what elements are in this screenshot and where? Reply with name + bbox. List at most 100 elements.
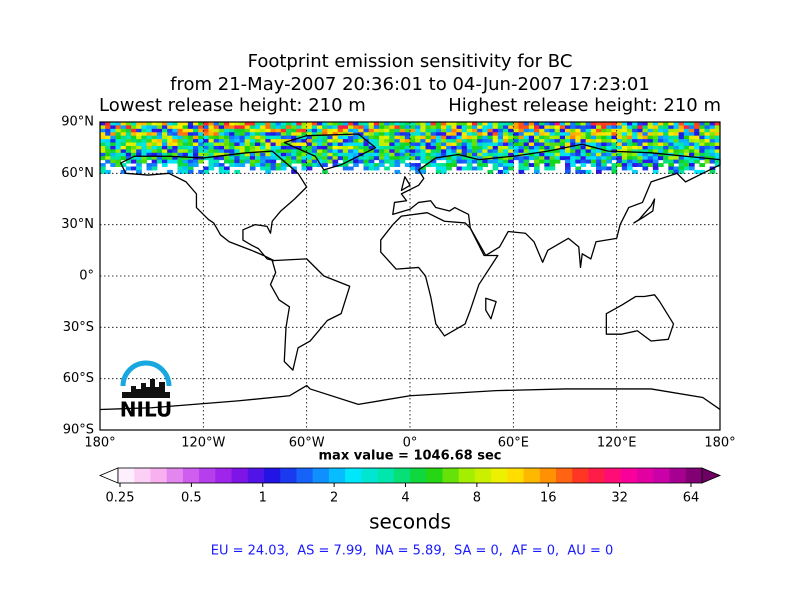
footprint-cell [208, 122, 215, 126]
footprint-cell [647, 128, 654, 133]
footprint-cell [472, 145, 478, 150]
footprint-cell [358, 135, 364, 140]
footprint-cell [637, 128, 643, 133]
footprint-cell [151, 132, 158, 137]
footprint-cell [627, 145, 633, 150]
footprint-cell [208, 159, 215, 164]
coastline [99, 384, 721, 411]
footprint-cell [590, 125, 597, 130]
footprint-cell [224, 135, 230, 140]
footprint-cell [549, 139, 556, 144]
footprint-cell [384, 159, 390, 164]
footprint-cell [596, 125, 602, 130]
footprint-cell [699, 142, 705, 147]
footprint-cell [224, 166, 230, 171]
footprint-cell [585, 135, 592, 140]
footprint-cell [482, 142, 488, 147]
footprint-cell [492, 132, 499, 137]
footprint-cell [234, 135, 240, 140]
footprint-cell [311, 122, 318, 126]
footprint-cell [451, 156, 457, 161]
footprint-cell [172, 132, 178, 137]
footprint-cell [270, 156, 277, 161]
colorbar-label: seconds [369, 510, 451, 534]
footprint-cell [709, 142, 716, 147]
footprint-cell [172, 156, 178, 161]
footprint-cell [131, 145, 137, 150]
footprint-cell [234, 132, 240, 137]
footprint-cell [317, 139, 323, 144]
footprint-cell [306, 152, 313, 157]
footprint-cell [218, 152, 225, 157]
footprint-cell [100, 125, 106, 130]
footprint-cell [523, 125, 530, 130]
footprint-cell [296, 156, 302, 161]
footprint-cell [487, 122, 494, 126]
footprint-cell [399, 152, 406, 157]
footprint-cell [487, 125, 494, 130]
footprint-cell [177, 159, 184, 164]
footprint-cell [218, 122, 225, 126]
footprint-cell [167, 169, 173, 174]
footprint-cell [508, 159, 514, 164]
footprint-cell [678, 135, 685, 140]
footprint-cell [110, 122, 116, 126]
footprint-cell [503, 135, 509, 140]
footprint-cell [224, 159, 230, 164]
footprint-cell [652, 125, 659, 130]
footprint-cell [115, 149, 122, 154]
colorbar-tick-label: 16 [540, 491, 557, 506]
footprint-cell [456, 159, 463, 164]
footprint-cell [322, 159, 328, 164]
footprint-cell [208, 132, 215, 137]
footprint-cell [497, 156, 504, 161]
footprint-cell [487, 139, 494, 144]
footprint-cell [162, 149, 168, 154]
graticule [100, 122, 720, 430]
footprint-cell [322, 152, 328, 157]
footprint-cell [637, 122, 643, 126]
footprint-cell [275, 122, 282, 126]
footprint-cell [317, 128, 323, 133]
footprint-cell [136, 163, 142, 167]
footprint-cell [311, 156, 318, 161]
footprint-cell [601, 163, 607, 167]
footprint-cell [632, 132, 638, 137]
footprint-cell [446, 128, 452, 133]
footprint-cell [306, 163, 313, 167]
footprint-cell [120, 125, 127, 130]
footprint-cell [637, 125, 643, 130]
footprint-cell [317, 142, 323, 147]
footprint-cell [373, 139, 380, 144]
footprint-cell [601, 128, 607, 133]
footprint-cell [632, 122, 638, 126]
footprint-cell [368, 163, 375, 167]
footprint-cell [410, 132, 416, 137]
footprint-cell [384, 125, 390, 130]
footprint-cell [508, 125, 514, 130]
footprint-cell [642, 135, 649, 140]
colorbar-cell [312, 468, 330, 483]
footprint-cell [621, 139, 628, 144]
footprint-cell [673, 169, 680, 174]
footprint-cell [487, 152, 494, 157]
footprint-cell [136, 132, 142, 137]
footprint-cell [451, 145, 457, 150]
footprint-cell [358, 159, 364, 164]
footprint-cell [317, 125, 323, 130]
footprint-cell [265, 135, 271, 140]
footprint-cell [229, 149, 235, 154]
footprint-cell [275, 156, 282, 161]
footprint-cell [172, 139, 178, 144]
footprint-cell [342, 145, 349, 150]
footprint-cell [260, 125, 266, 130]
footprint-cell [105, 156, 111, 161]
footprint-cell [580, 152, 587, 157]
footprint-cell [570, 139, 576, 144]
footprint-cell [260, 152, 266, 157]
footprint-cell [151, 142, 158, 147]
footprint-cell [590, 159, 597, 164]
footprint-cell [270, 132, 277, 137]
footprint-cell [198, 122, 204, 126]
footprint-cell [652, 128, 659, 133]
